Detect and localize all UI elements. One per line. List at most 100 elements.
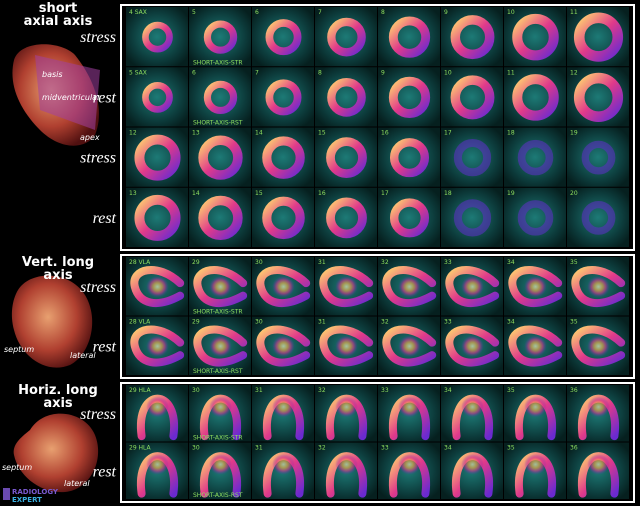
- myocardium: [508, 265, 563, 308]
- myocardium: [573, 72, 624, 122]
- tile-bg: [441, 187, 503, 247]
- hotspot: [272, 396, 295, 418]
- row-label: stress: [80, 406, 116, 423]
- tile-bg: [126, 7, 188, 67]
- slice-number: 19: [570, 130, 578, 137]
- slice-number: 33: [444, 319, 452, 326]
- scan-tile: 9: [378, 67, 440, 127]
- hotspot: [209, 396, 232, 418]
- slice-number: 7: [255, 69, 259, 76]
- tile-bg: [189, 7, 251, 67]
- myocardium: [193, 265, 248, 308]
- tile-bg: [441, 127, 503, 187]
- slice-number: 29: [192, 259, 200, 266]
- slice-number: 28 VLA: [129, 259, 151, 266]
- slice-number: 10: [444, 69, 452, 76]
- hotspot: [524, 454, 547, 475]
- myocardium: [388, 16, 431, 58]
- scan-tile: 36: [567, 442, 629, 499]
- myocardium: [326, 137, 367, 179]
- section-title: axis: [43, 396, 73, 411]
- slice-number: 15: [318, 130, 326, 137]
- slice-number: 8: [381, 9, 385, 16]
- scan-tile: 17: [441, 127, 503, 187]
- myocardium: [327, 17, 366, 57]
- myocardium: [581, 200, 616, 235]
- hotspot: [398, 454, 421, 475]
- slice-number: 18: [444, 190, 452, 197]
- scan-tile: 31: [252, 442, 314, 499]
- slice-number: 36: [570, 445, 578, 452]
- scan-tile: 31: [315, 316, 377, 375]
- slice-number: 30: [192, 445, 200, 452]
- slice-number: 19: [507, 190, 515, 197]
- heart-label: septum: [2, 463, 32, 472]
- slice-number: 12: [129, 130, 137, 137]
- scan-tile: 6: [252, 7, 314, 67]
- myocardium: [262, 136, 305, 179]
- hotspot: [272, 454, 295, 475]
- section-title: short: [39, 1, 78, 16]
- row-label: rest: [93, 463, 117, 480]
- slice-number: 34: [507, 319, 515, 326]
- row-label: rest: [93, 89, 117, 106]
- series-caption: SHORT-AXIS-RST: [193, 492, 243, 499]
- slice-number: 35: [507, 445, 515, 452]
- scan-tile: 33: [378, 385, 440, 442]
- series-caption: SHORT-AXIS-RST: [193, 120, 243, 127]
- row-label: rest: [93, 338, 117, 355]
- slice-number: 29 HLA: [129, 387, 152, 394]
- hotspot: [272, 335, 295, 357]
- slice-number: 34: [507, 259, 515, 266]
- scan-tile: 6: [189, 67, 251, 127]
- hotspot: [209, 335, 232, 357]
- scan-tile: 33: [441, 257, 503, 316]
- scan-tile: 34: [441, 385, 503, 442]
- myocardium: [517, 200, 554, 236]
- heart-label: lateral: [64, 479, 90, 488]
- slice-number: 5: [192, 9, 196, 16]
- myocardium: [389, 138, 430, 178]
- scan-tile: 29: [189, 257, 251, 316]
- slice-number: 17: [444, 130, 452, 137]
- scan-tile: 20: [567, 187, 629, 247]
- hotspot: [335, 335, 358, 357]
- scan-tile: 5 SAX: [126, 67, 188, 127]
- slice-number: 32: [381, 259, 389, 266]
- scan-tile: 29: [189, 316, 251, 375]
- slice-number: 15: [255, 190, 263, 197]
- myocardium: [389, 198, 430, 238]
- slice-number: 13: [192, 130, 200, 137]
- myocardium: [130, 265, 185, 308]
- myocardium: [581, 140, 616, 175]
- scan-tile: 7: [315, 7, 377, 67]
- logo-mark: [3, 488, 10, 500]
- slice-number: 33: [381, 445, 389, 452]
- series-caption: SHORT-AXIS-STR: [193, 59, 243, 66]
- slice-number: 13: [129, 190, 137, 197]
- section-title: Horiz. long: [18, 383, 98, 398]
- scan-tile: 8: [315, 67, 377, 127]
- scan-tile: 29 HLA: [126, 442, 188, 499]
- heart-label: basis: [42, 70, 63, 79]
- slice-number: 7: [318, 9, 322, 16]
- slice-number: 9: [444, 9, 448, 16]
- slice-number: 30: [255, 259, 263, 266]
- myocardium: [134, 194, 181, 241]
- slice-number: 30: [255, 319, 263, 326]
- myocardium: [450, 75, 495, 120]
- heart-label: septum: [4, 345, 34, 354]
- hotspot: [335, 396, 358, 418]
- slice-number: 32: [318, 387, 326, 394]
- hotspot: [461, 396, 484, 418]
- scan-tile: 32: [315, 385, 377, 442]
- myocardium: [256, 265, 311, 308]
- hotspot: [209, 276, 232, 298]
- myocardium: [382, 265, 437, 308]
- scan-tile: 11: [567, 7, 629, 67]
- scan-tile: 32: [378, 257, 440, 316]
- tile-bg: [315, 7, 377, 67]
- hotspot: [146, 276, 169, 298]
- scan-tile: 17: [378, 187, 440, 247]
